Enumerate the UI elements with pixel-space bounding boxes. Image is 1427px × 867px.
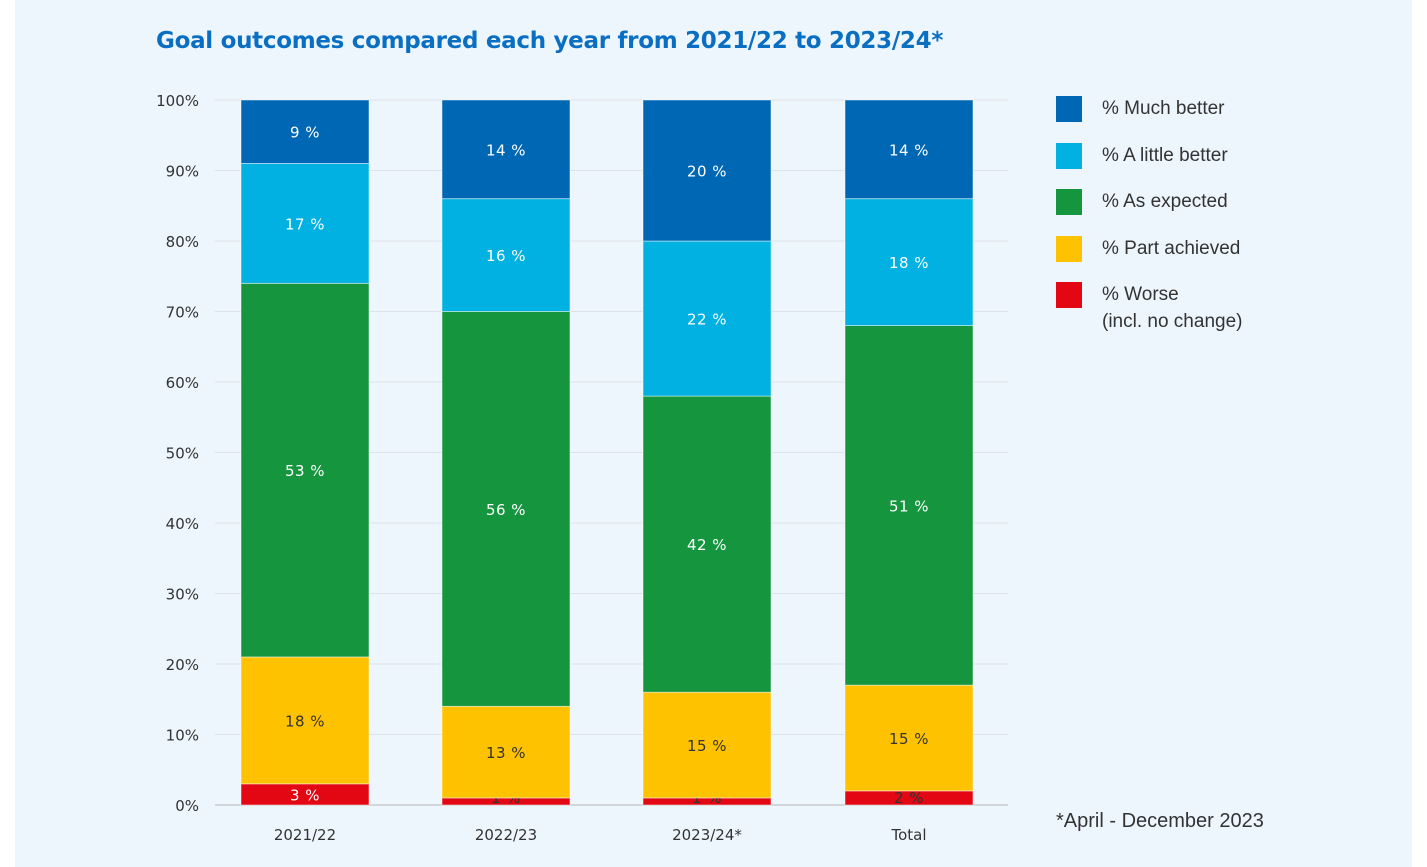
legend-swatch [1056,235,1082,262]
y-tick-label: 80% [166,233,199,251]
x-tick-label: 2023/24* [672,826,742,844]
data-label: 14 % [889,141,929,159]
bar-segment [441,705,571,799]
data-label: 3 % [290,786,320,804]
bar-segment [642,691,772,799]
y-tick-label: 0% [175,797,199,815]
legend-item: % Part achieved [1056,235,1241,262]
data-label: 42 % [687,536,727,554]
bar-segment [240,656,370,785]
y-tick-label: 50% [166,445,199,463]
y-tick-label: 20% [166,656,199,674]
bar-segment [441,198,571,312]
chart-title: Goal outcomes compared each year from 20… [156,28,944,54]
bar-segment [240,99,370,164]
legend-label: % Worse (incl. no change) [1102,284,1243,332]
data-label: 15 % [687,737,727,755]
bar-segment [844,99,974,200]
data-label: 18 % [889,254,929,272]
data-label: 22 % [687,311,727,329]
x-tick-label: 2022/23 [475,826,537,844]
data-label: 53 % [285,462,325,480]
legend-label: % Part achieved [1102,237,1241,259]
bar-segment [844,325,974,686]
bar-segment [642,240,772,397]
data-label: 18 % [285,712,325,730]
bar-segment [642,99,772,242]
data-label: 9 % [290,124,320,142]
legend-item: % Worse (incl. no change) [1056,282,1242,335]
legend-swatch [1056,142,1082,169]
y-tick-label: 70% [166,304,199,322]
y-tick-label: 60% [166,374,199,392]
data-label: 13 % [486,744,526,762]
x-tick-label: Total [890,826,926,844]
y-tick-label: 10% [166,727,199,745]
legend-item: % A little better [1056,142,1228,169]
x-tick-label: 2021/22 [274,826,336,844]
y-tick-label: 90% [166,163,199,181]
legend-label: % A little better [1102,144,1228,166]
data-label: 51 % [889,497,929,515]
legend-swatch [1056,189,1082,215]
legend-label: % Much better [1102,98,1225,119]
legend-swatch [1056,96,1082,122]
data-label: 2 % [894,789,924,807]
bar-segment [441,311,571,707]
data-label: 20 % [687,163,727,181]
bar-segment [240,282,370,658]
bar-segment [844,684,974,792]
y-tick-label: 100% [156,92,199,110]
bar-segment [240,163,370,284]
legend-swatch [1056,282,1082,308]
bar-segment [441,99,571,200]
data-label: 56 % [486,501,526,519]
legend-label: % As expected [1102,191,1228,212]
footnote: *April - December 2023 [1056,810,1264,832]
data-label: 15 % [889,730,929,748]
data-label: 16 % [486,247,526,265]
y-tick-label: 30% [166,586,199,604]
bar-segment [642,395,772,693]
legend-item: % Much better [1056,96,1225,122]
legend-item: % As expected [1056,189,1228,215]
data-label: 17 % [285,215,325,233]
data-label: 14 % [486,141,526,159]
y-tick-label: 40% [166,515,199,533]
bar-segment [844,198,974,326]
